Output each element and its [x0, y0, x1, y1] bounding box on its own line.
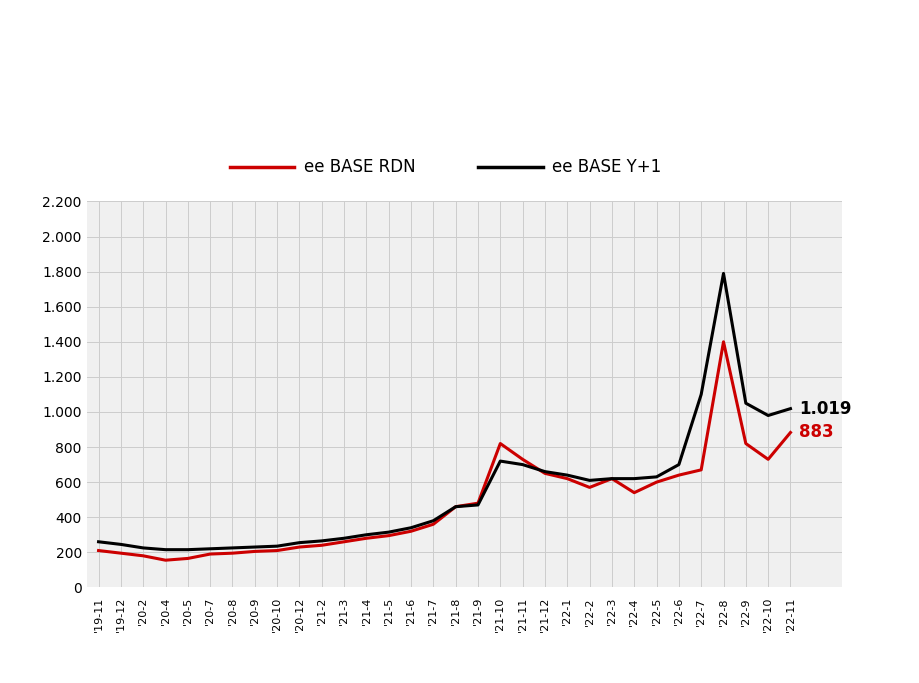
- ee BASE Y+1: [271, 542, 282, 550]
- Text: warunki RDN oraz terminowe Y+1: warunki RDN oraz terminowe Y+1: [23, 98, 526, 124]
- ee BASE RDN: [249, 547, 260, 555]
- ee BASE RDN: [449, 503, 460, 511]
- ee BASE RDN: [405, 527, 416, 535]
- Text: Ceny hurtowe energii elektrycznej [PLN/MWh]: Ceny hurtowe energii elektrycznej [PLN/M…: [23, 39, 708, 65]
- ee BASE Y+1: [204, 545, 215, 553]
- ee BASE Y+1: [539, 467, 550, 475]
- ee BASE Y+1: [740, 399, 751, 407]
- ee BASE Y+1: [93, 538, 104, 546]
- ee BASE RDN: [160, 556, 171, 564]
- ee BASE Y+1: [673, 460, 684, 469]
- ee BASE RDN: [115, 549, 126, 557]
- ee BASE Y+1: [138, 544, 149, 552]
- ee BASE Y+1: [115, 540, 126, 548]
- ee BASE Y+1: [160, 546, 171, 554]
- ee BASE RDN: [740, 439, 751, 447]
- ee BASE RDN: [695, 466, 706, 474]
- ee BASE Y+1: [360, 531, 371, 539]
- ee BASE Y+1: [182, 546, 193, 554]
- ee BASE RDN: [717, 337, 728, 346]
- ee BASE Y+1: [472, 501, 483, 509]
- ee BASE Y+1: [427, 516, 438, 525]
- ee BASE RDN: [584, 484, 595, 492]
- ee BASE RDN: [360, 534, 371, 542]
- ee BASE Y+1: [628, 475, 639, 483]
- ee BASE Y+1: [516, 460, 528, 469]
- ee BASE Y+1: [338, 534, 349, 542]
- ee BASE Y+1: [784, 404, 795, 413]
- ee BASE RDN: [271, 546, 282, 555]
- ee BASE Y+1: [316, 537, 327, 545]
- ee BASE RDN: [316, 541, 327, 549]
- ee BASE Y+1: [383, 528, 394, 536]
- Text: 883: 883: [799, 423, 834, 441]
- ee BASE RDN: [227, 549, 238, 557]
- Text: ee BASE RDN: ee BASE RDN: [303, 158, 414, 176]
- ee BASE RDN: [606, 475, 617, 483]
- ee BASE RDN: [338, 538, 349, 546]
- ee BASE RDN: [293, 543, 304, 551]
- ee BASE RDN: [204, 550, 215, 558]
- ee BASE Y+1: [762, 411, 773, 419]
- ee BASE RDN: [494, 439, 505, 447]
- ee BASE RDN: [651, 478, 662, 486]
- ee BASE RDN: [427, 520, 438, 529]
- ee BASE Y+1: [249, 543, 260, 551]
- Line: ee BASE RDN: ee BASE RDN: [98, 342, 789, 560]
- ee BASE RDN: [784, 428, 795, 436]
- ee BASE Y+1: [584, 476, 595, 484]
- ee BASE RDN: [182, 555, 193, 563]
- ee BASE Y+1: [405, 524, 416, 532]
- ee BASE Y+1: [562, 471, 573, 479]
- ee BASE RDN: [762, 456, 773, 464]
- ee BASE RDN: [516, 456, 528, 464]
- Text: ee BASE Y+1: ee BASE Y+1: [551, 158, 661, 176]
- ee BASE RDN: [539, 469, 550, 477]
- Line: ee BASE Y+1: ee BASE Y+1: [98, 273, 789, 550]
- ee BASE RDN: [138, 552, 149, 560]
- ee BASE Y+1: [651, 473, 662, 481]
- ee BASE Y+1: [717, 269, 728, 277]
- ee BASE Y+1: [695, 391, 706, 399]
- ee BASE Y+1: [449, 503, 460, 511]
- ee BASE Y+1: [293, 539, 304, 547]
- ee BASE RDN: [673, 471, 684, 479]
- ee BASE RDN: [93, 546, 104, 555]
- ee BASE RDN: [628, 488, 639, 497]
- ee BASE Y+1: [606, 475, 617, 483]
- ee BASE RDN: [472, 499, 483, 507]
- ee BASE RDN: [383, 531, 394, 540]
- ee BASE Y+1: [227, 544, 238, 552]
- ee BASE Y+1: [494, 457, 505, 465]
- Text: 1.019: 1.019: [799, 400, 851, 417]
- ee BASE RDN: [562, 475, 573, 483]
